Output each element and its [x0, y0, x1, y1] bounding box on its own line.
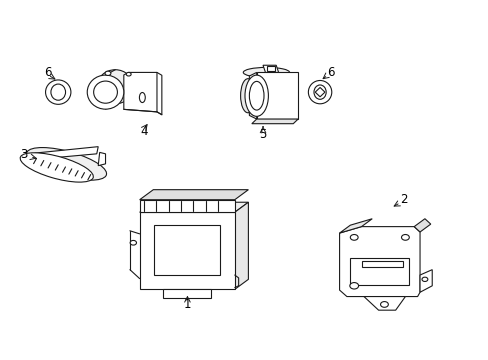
- Ellipse shape: [51, 84, 65, 100]
- Bar: [267, 66, 274, 71]
- Ellipse shape: [349, 234, 357, 240]
- Bar: [361, 261, 402, 267]
- Ellipse shape: [87, 75, 123, 109]
- Polygon shape: [140, 202, 248, 212]
- Bar: [154, 225, 220, 275]
- Polygon shape: [98, 152, 105, 166]
- Polygon shape: [234, 202, 248, 289]
- Polygon shape: [251, 119, 298, 124]
- Ellipse shape: [401, 234, 408, 240]
- Text: 5: 5: [259, 127, 266, 141]
- Polygon shape: [339, 219, 371, 233]
- Ellipse shape: [26, 148, 106, 180]
- Polygon shape: [413, 219, 430, 232]
- Polygon shape: [140, 190, 248, 200]
- Ellipse shape: [105, 71, 111, 76]
- Text: 4: 4: [141, 125, 148, 138]
- Polygon shape: [263, 65, 278, 72]
- Ellipse shape: [249, 81, 264, 110]
- Ellipse shape: [126, 72, 131, 76]
- Polygon shape: [123, 72, 157, 112]
- Ellipse shape: [45, 80, 71, 104]
- Ellipse shape: [97, 70, 133, 104]
- Ellipse shape: [130, 240, 136, 245]
- Polygon shape: [339, 226, 419, 297]
- Polygon shape: [256, 72, 298, 119]
- Polygon shape: [33, 147, 98, 159]
- Text: 6: 6: [44, 66, 52, 79]
- Ellipse shape: [313, 85, 325, 99]
- Ellipse shape: [20, 153, 93, 182]
- Ellipse shape: [349, 283, 358, 289]
- Bar: [140, 200, 234, 212]
- Ellipse shape: [240, 79, 255, 113]
- Text: 3: 3: [20, 148, 28, 161]
- Text: 1: 1: [183, 298, 191, 311]
- Polygon shape: [363, 297, 405, 310]
- Bar: [349, 258, 408, 285]
- Text: 2: 2: [399, 193, 407, 206]
- Ellipse shape: [139, 93, 145, 103]
- Ellipse shape: [244, 75, 268, 116]
- Ellipse shape: [308, 81, 331, 104]
- Ellipse shape: [243, 67, 289, 77]
- Polygon shape: [249, 72, 256, 119]
- Bar: [140, 212, 234, 289]
- Polygon shape: [163, 289, 210, 298]
- Ellipse shape: [380, 302, 387, 307]
- Text: 6: 6: [327, 66, 334, 79]
- Polygon shape: [419, 270, 431, 292]
- Ellipse shape: [94, 81, 117, 103]
- Polygon shape: [315, 87, 325, 97]
- Ellipse shape: [421, 277, 427, 282]
